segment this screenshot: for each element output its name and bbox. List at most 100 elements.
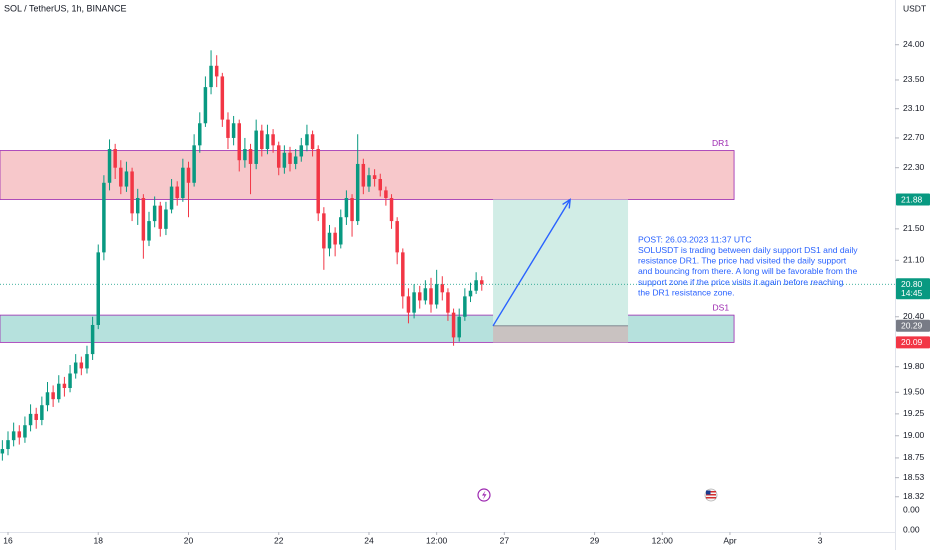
currency-label: USDT bbox=[903, 3, 926, 13]
candle-body bbox=[62, 383, 67, 388]
y-tick-label: 20.40 bbox=[903, 311, 925, 321]
x-tick-label: 18 bbox=[94, 535, 104, 545]
profit-zone bbox=[493, 199, 629, 326]
candle-body bbox=[293, 156, 298, 164]
x-tick-label: Apr bbox=[723, 535, 736, 545]
event-icon[interactable] bbox=[704, 488, 718, 502]
zone-label: DS1 bbox=[713, 302, 730, 312]
candle-body bbox=[276, 145, 281, 168]
candle-body bbox=[73, 362, 78, 374]
x-tick-label: 29 bbox=[590, 535, 600, 545]
y-tick-label: 18.53 bbox=[903, 472, 925, 482]
candle-body bbox=[316, 149, 320, 214]
arrow-head bbox=[562, 198, 571, 209]
x-tick-label: 27 bbox=[500, 535, 510, 545]
overlays: DR1 DS1 POST: 26.03.2023 11:37 UTCSOLUSDT … bbox=[0, 138, 895, 327]
y-tick-label: 21.50 bbox=[903, 223, 925, 233]
candle-body bbox=[260, 130, 264, 150]
candle-body bbox=[344, 197, 349, 218]
candle-body bbox=[265, 134, 270, 150]
candle-body bbox=[299, 145, 304, 157]
candle-body bbox=[158, 205, 163, 229]
candle-body bbox=[333, 232, 337, 245]
candle-body bbox=[468, 290, 473, 297]
candle-body bbox=[214, 65, 219, 77]
price-label: 20.29 bbox=[901, 321, 923, 331]
annotation-line: the DR1 resistance zone. bbox=[638, 287, 735, 297]
candle-body bbox=[90, 324, 95, 355]
candle-body bbox=[395, 221, 399, 253]
candle-body bbox=[237, 123, 241, 161]
candle-body bbox=[0, 449, 5, 454]
candle-body bbox=[327, 232, 332, 249]
annotation-line: resistance DR1. The price had visited th… bbox=[638, 256, 847, 266]
y-tick-label: 18.75 bbox=[903, 452, 925, 462]
candle-body bbox=[474, 280, 478, 291]
y-tick-label: 19.25 bbox=[903, 408, 925, 418]
x-tick-label: 22 bbox=[274, 535, 284, 545]
candle-body bbox=[355, 163, 360, 222]
countdown-label: 14:45 bbox=[901, 288, 923, 298]
candle-body bbox=[339, 217, 343, 245]
zone-label: DR1 bbox=[712, 138, 729, 148]
y-tick-label: 24.00 bbox=[903, 39, 925, 49]
last-price-box bbox=[896, 278, 930, 300]
candle-body bbox=[446, 292, 450, 313]
candle-body bbox=[310, 134, 315, 150]
y-tick-label: 19.80 bbox=[903, 361, 925, 371]
candle-body bbox=[107, 149, 112, 183]
candle-body bbox=[203, 87, 208, 124]
x-tick-label: 12:00 bbox=[426, 535, 448, 545]
chart-title: SOL / TetherUS, 1h, BINANCE bbox=[4, 3, 127, 13]
x-tick-label: 3 bbox=[818, 535, 823, 545]
candle-body bbox=[28, 413, 33, 426]
candle-body bbox=[17, 431, 22, 438]
candle-body bbox=[423, 288, 428, 301]
price-label: 21.88 bbox=[901, 194, 923, 204]
y-tick-label: 23.50 bbox=[903, 74, 925, 84]
candle-body bbox=[271, 134, 275, 146]
candle-body bbox=[169, 186, 174, 210]
candle-body bbox=[305, 134, 309, 146]
y-tick-label: 21.10 bbox=[903, 255, 925, 265]
candle-body bbox=[209, 65, 213, 88]
candle-body bbox=[220, 76, 225, 120]
candle-body bbox=[79, 362, 84, 369]
candle-body bbox=[135, 197, 140, 214]
loss-zone bbox=[493, 325, 629, 343]
y-tick-label: 22.70 bbox=[903, 132, 925, 142]
event-icon[interactable] bbox=[477, 488, 491, 502]
y-tick-label: 19.50 bbox=[903, 387, 925, 397]
candle-body bbox=[34, 413, 38, 420]
price-label-box bbox=[896, 336, 930, 349]
candle-body bbox=[384, 190, 388, 198]
candle-body bbox=[40, 405, 44, 420]
candle-body bbox=[254, 130, 258, 164]
candle-body bbox=[367, 175, 371, 187]
y-tick-label: 19.00 bbox=[903, 430, 925, 440]
candle-body bbox=[152, 205, 157, 222]
candle-body bbox=[164, 209, 168, 229]
annotation-line: and bouncing from there. A long will be … bbox=[638, 266, 857, 276]
y-tick-label: 18.32 bbox=[903, 491, 925, 501]
candle-body bbox=[412, 292, 416, 313]
candle-body bbox=[457, 316, 461, 338]
x-tick-label: 20 bbox=[184, 535, 194, 545]
candle-body bbox=[350, 197, 354, 222]
annotation-line: SOLUSDT is trading between daily support… bbox=[638, 245, 858, 255]
candle-body bbox=[57, 383, 61, 400]
y-tick-label: 22.30 bbox=[903, 162, 925, 172]
candle-body bbox=[45, 392, 50, 406]
candle-body bbox=[181, 167, 185, 198]
candle-body bbox=[186, 167, 191, 183]
x-tick-label: 24 bbox=[364, 535, 374, 545]
candles bbox=[0, 50, 484, 461]
candle-body bbox=[175, 186, 179, 198]
candle-body bbox=[361, 163, 366, 187]
candle-body bbox=[192, 145, 196, 183]
candle-body bbox=[282, 152, 287, 168]
candle-body bbox=[434, 284, 439, 305]
candle-body bbox=[11, 431, 16, 441]
